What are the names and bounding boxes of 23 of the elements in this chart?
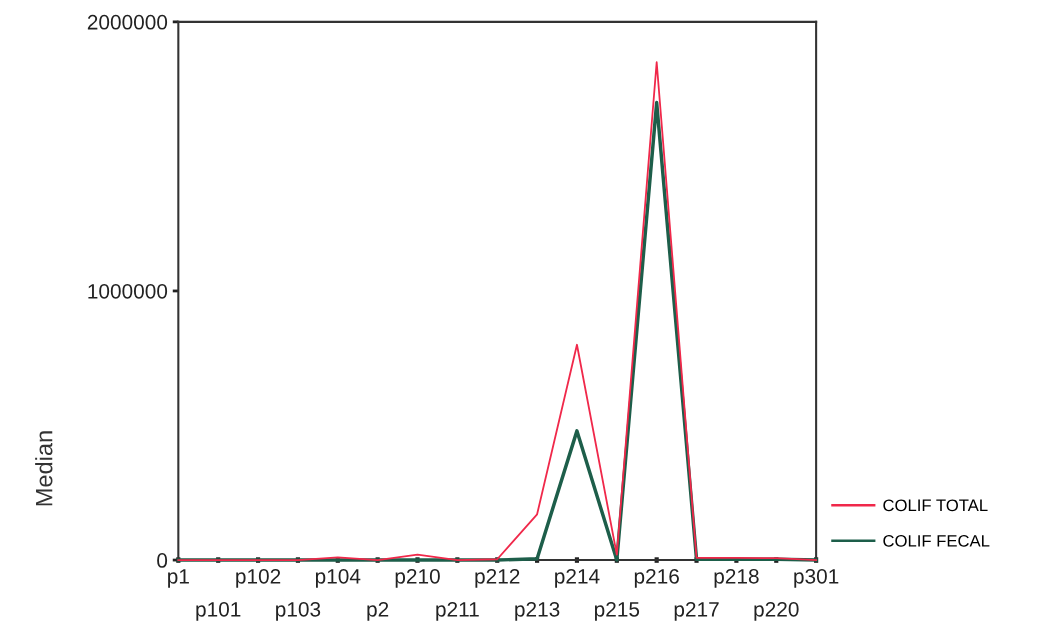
x-tick-label: p217 [674, 601, 719, 621]
x-tick-label: p220 [754, 601, 799, 621]
x-tick-label: p214 [555, 568, 600, 588]
x-tick-label: p104 [315, 568, 361, 588]
x-tick-label: p211 [436, 601, 479, 621]
y-axis-title: Median [35, 431, 53, 506]
y-tick-label: 1000000 [88, 283, 168, 299]
x-tick-label: p210 [395, 568, 440, 588]
x-tick-label: p101 [196, 601, 241, 621]
x-tick-label: p102 [236, 568, 281, 588]
y-tick-label: 0 [157, 553, 168, 568]
x-tick-label: p215 [594, 601, 640, 621]
legend-label: COLIF FECAL [883, 534, 990, 547]
x-tick-label: p2 [367, 601, 389, 621]
x-tick-label: p218 [714, 568, 759, 588]
x-tick-label: p216 [634, 568, 679, 588]
x-tick-label: p213 [515, 601, 560, 621]
x-tick-label: p1 [168, 569, 189, 588]
y-tick-label: 2000000 [87, 14, 168, 30]
x-tick-label: p103 [276, 601, 321, 621]
legend-label: COLIF TOTAL [883, 499, 988, 512]
x-tick-label: p301 [794, 568, 839, 588]
x-tick-label: p212 [475, 568, 520, 588]
